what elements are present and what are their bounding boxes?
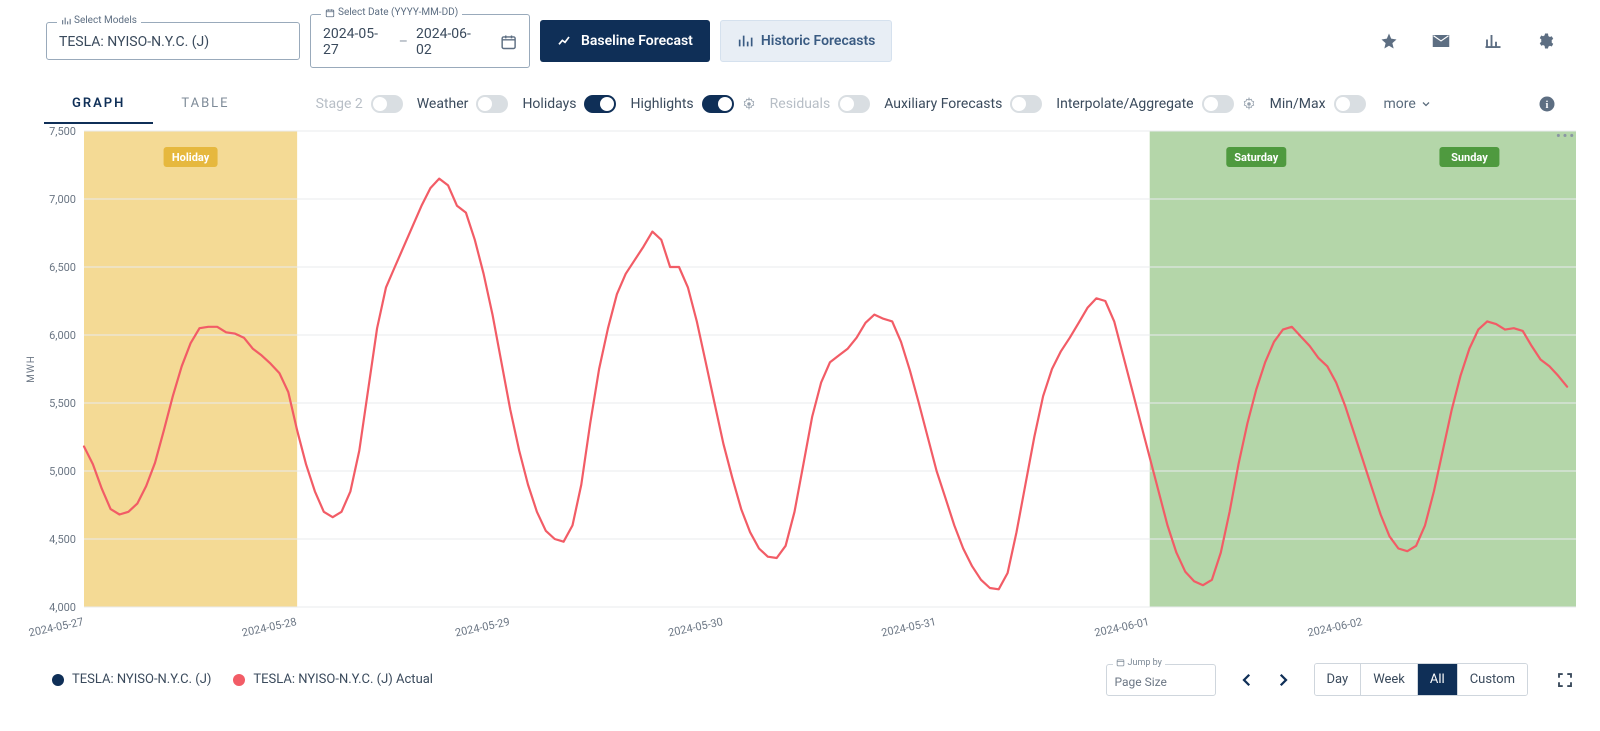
tab-table[interactable]: TABLE	[153, 84, 257, 124]
baseline-forecast-button[interactable]: Baseline Forecast	[540, 20, 710, 62]
date-end: 2024-06-02	[416, 26, 484, 58]
jump-by-select[interactable]: Jump by Page Size	[1106, 664, 1216, 696]
svg-text:2024-06-02: 2024-06-02	[1306, 615, 1363, 639]
model-select-label: Select Models	[57, 15, 141, 26]
svg-text:6,000: 6,000	[49, 329, 76, 342]
svg-text:i: i	[1546, 100, 1549, 111]
mail-icon[interactable]	[1432, 32, 1450, 50]
model-select-value: TESLA: NYISO-N.Y.C. (J)	[59, 34, 209, 50]
more-toggle[interactable]: more	[1384, 96, 1432, 112]
date-select-label: Select Date (YYYY-MM-DD)	[321, 7, 462, 18]
svg-text:5,000: 5,000	[49, 465, 76, 478]
toggle-residuals: Residuals	[770, 95, 871, 113]
svg-text:2024-05-31: 2024-05-31	[880, 615, 937, 639]
range-custom[interactable]: Custom	[1457, 664, 1527, 695]
range-all[interactable]: All	[1417, 664, 1457, 695]
prev-page-button[interactable]	[1238, 671, 1256, 689]
next-page-button[interactable]	[1274, 671, 1292, 689]
legend-actual[interactable]: TESLA: NYISO-N.Y.C. (J) Actual	[233, 672, 433, 687]
info-icon[interactable]: i	[1538, 95, 1556, 113]
svg-text:7,000: 7,000	[49, 193, 76, 206]
svg-text:5,500: 5,500	[49, 397, 76, 410]
svg-text:Holiday: Holiday	[172, 151, 210, 164]
gear-icon[interactable]	[1536, 32, 1554, 50]
svg-text:2024-05-30: 2024-05-30	[667, 615, 724, 639]
date-start: 2024-05-27	[323, 26, 391, 58]
range-group: Day Week All Custom	[1314, 663, 1528, 696]
svg-text:Saturday: Saturday	[1234, 151, 1278, 164]
star-icon[interactable]	[1380, 32, 1398, 50]
chart-icon[interactable]	[1484, 32, 1502, 50]
toggle-minmax[interactable]: Min/Max	[1270, 95, 1366, 113]
toggle-stage2: Stage 2	[316, 95, 403, 113]
calendar-icon[interactable]	[500, 33, 517, 51]
svg-text:MWH: MWH	[26, 355, 37, 383]
toggle-holidays[interactable]: Holidays	[522, 95, 616, 113]
toggle-highlights[interactable]: Highlights	[630, 95, 755, 113]
highlights-gear-icon[interactable]	[742, 97, 756, 111]
svg-text:4,000: 4,000	[49, 601, 76, 614]
model-select[interactable]: Select Models TESLA: NYISO-N.Y.C. (J)	[46, 22, 300, 60]
chart-area[interactable]: 4,000 4,500 5,000 5,500 6,000 6,500 7,000 7,500…	[20, 125, 1592, 655]
toggle-interpolate[interactable]: Interpolate/Aggregate	[1056, 95, 1255, 113]
interpolate-gear-icon[interactable]	[1242, 97, 1256, 111]
svg-text:4,500: 4,500	[49, 533, 76, 546]
tab-graph[interactable]: GRAPH	[44, 84, 153, 124]
legend-forecast[interactable]: TESLA: NYISO-N.Y.C. (J)	[52, 672, 211, 687]
fullscreen-icon[interactable]	[1556, 671, 1574, 689]
range-day[interactable]: Day	[1315, 664, 1361, 695]
chart-menu-icon[interactable]: •••	[1556, 129, 1576, 144]
toggle-auxiliary[interactable]: Auxiliary Forecasts	[884, 95, 1042, 113]
svg-text:6,500: 6,500	[49, 261, 76, 274]
date-range-select[interactable]: Select Date (YYYY-MM-DD) 2024-05-27 – 20…	[310, 14, 530, 68]
svg-text:2024-05-29: 2024-05-29	[454, 615, 511, 639]
svg-text:7,500: 7,500	[49, 125, 76, 138]
svg-text:Sunday: Sunday	[1451, 151, 1488, 164]
svg-text:2024-05-28: 2024-05-28	[241, 615, 298, 639]
historic-forecasts-button[interactable]: Historic Forecasts	[720, 20, 893, 62]
toggle-weather[interactable]: Weather	[417, 95, 509, 113]
svg-text:2024-06-01: 2024-06-01	[1093, 615, 1150, 639]
svg-text:2024-05-27: 2024-05-27	[28, 615, 85, 639]
range-week[interactable]: Week	[1360, 664, 1417, 695]
